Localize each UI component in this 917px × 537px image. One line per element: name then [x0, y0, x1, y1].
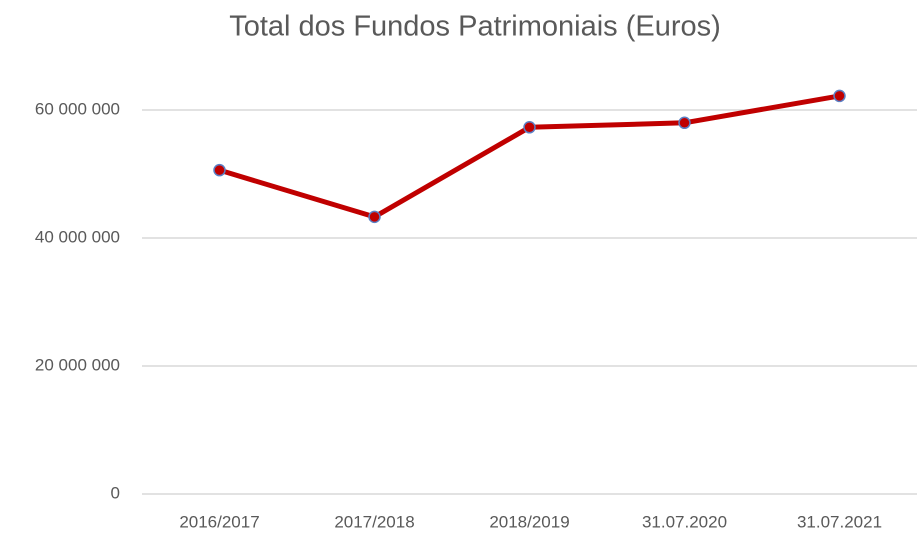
y-tick-label: 40 000 000 — [35, 227, 120, 246]
y-tick-label: 60 000 000 — [35, 99, 120, 118]
x-tick-label: 2016/2017 — [179, 512, 259, 531]
x-tick-label: 31.07.2021 — [797, 512, 882, 531]
marker — [213, 163, 226, 177]
y-tick-label: 0 — [111, 483, 120, 502]
x-tick-label: 2017/2018 — [334, 512, 414, 531]
marker — [523, 121, 536, 134]
marker — [368, 210, 381, 224]
y-tick-label: 20 000 000 — [35, 355, 120, 374]
marker — [833, 89, 846, 103]
marker — [678, 116, 691, 130]
line — [218, 93, 840, 220]
x-tick-label: 31.07.2020 — [642, 512, 727, 531]
chart-title: Total dos Fundos Patrimoniais (Euros) — [229, 11, 721, 43]
x-tick-label: 2018/2019 — [489, 512, 569, 531]
